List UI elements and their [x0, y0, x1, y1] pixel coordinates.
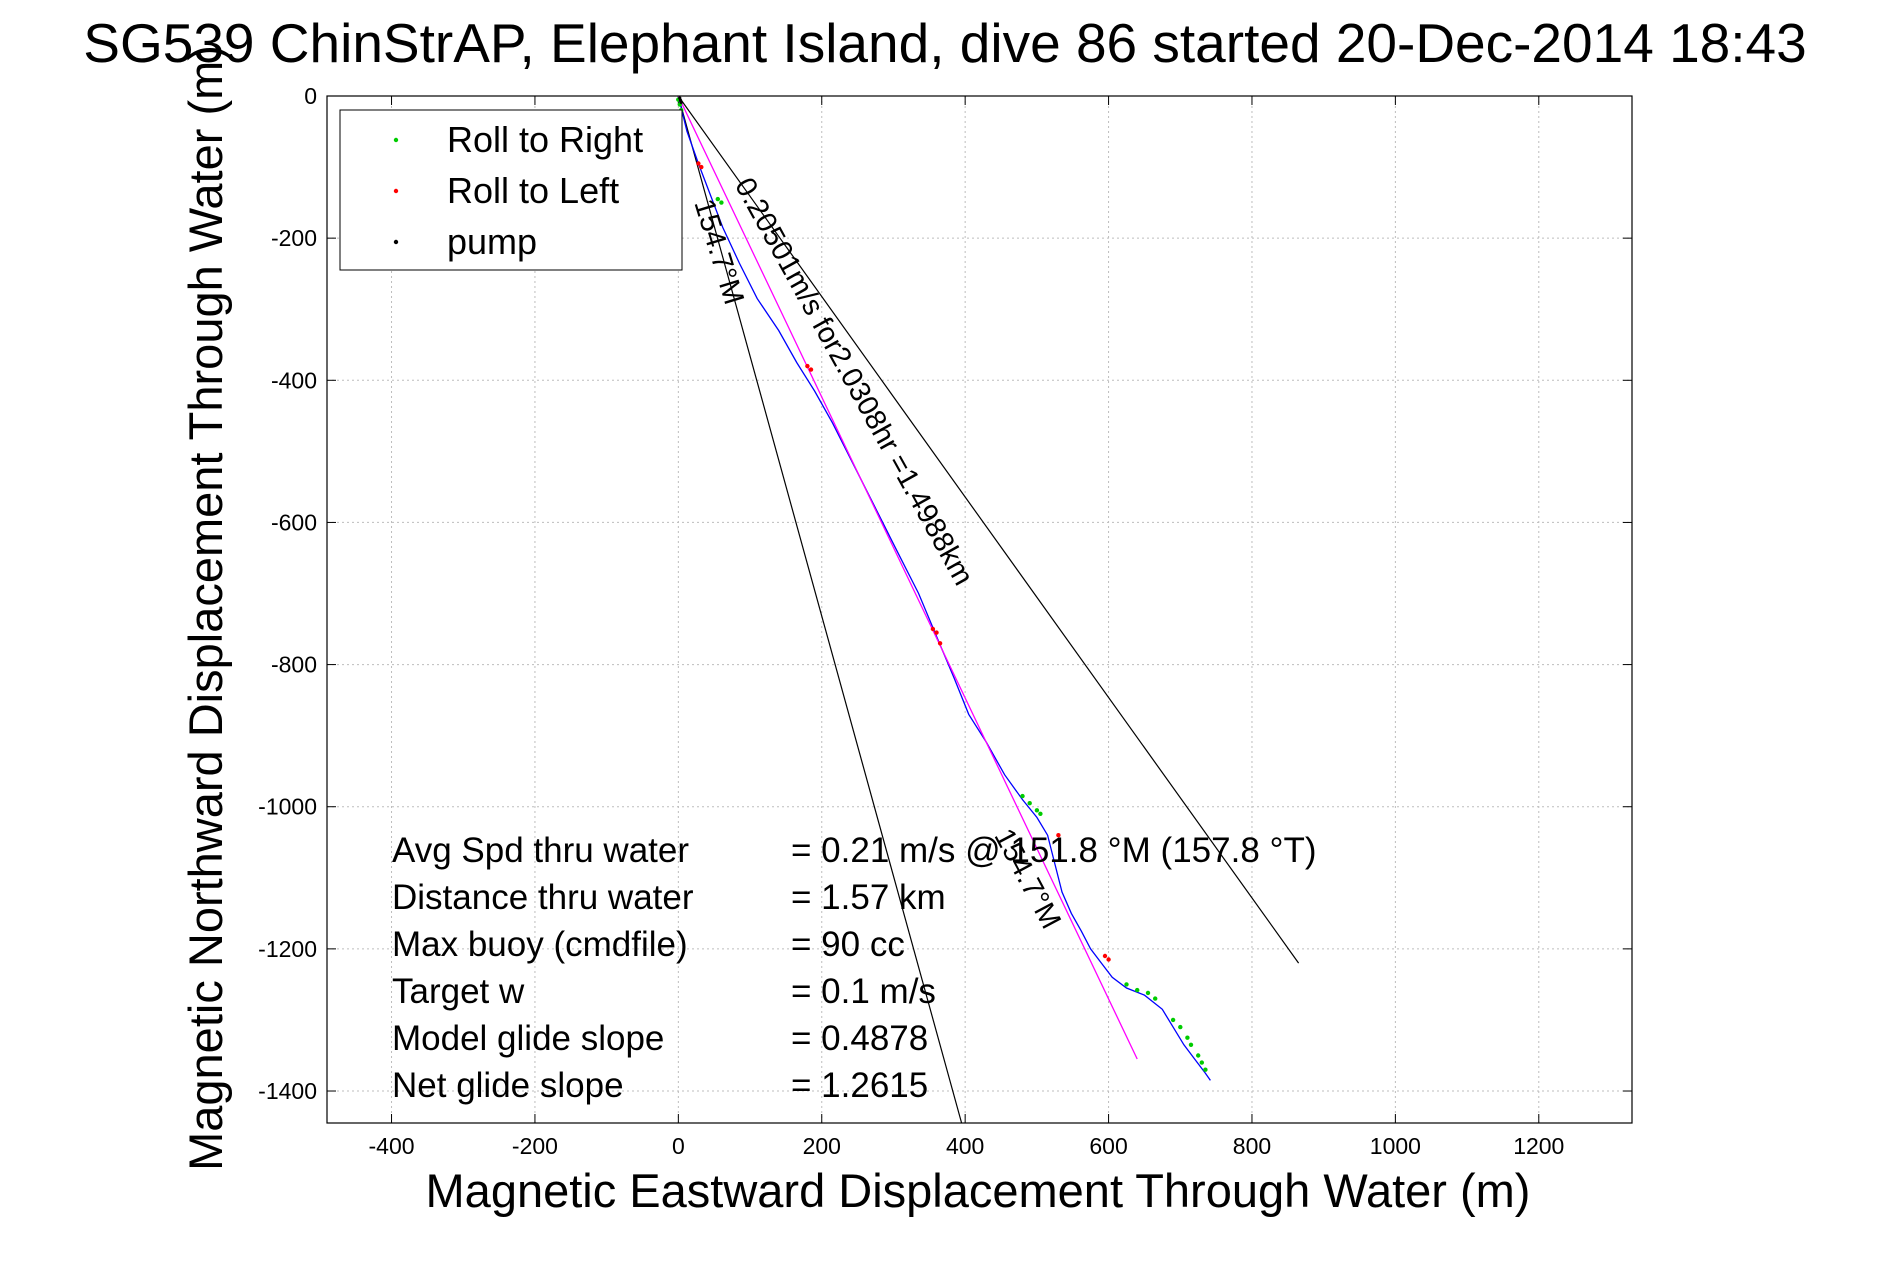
plot-frame	[326, 95, 1633, 1124]
legend-label: Roll to Left	[447, 170, 619, 211]
x-tick-label: 800	[1233, 1133, 1271, 1159]
y-tick-label: -600	[271, 509, 317, 535]
roll-right-point	[1038, 811, 1043, 816]
y-tick-label: 0	[304, 83, 317, 109]
y-tick-label: -1400	[258, 1078, 317, 1104]
stats-value: = 1.2615	[791, 1066, 928, 1105]
roll-left-point	[699, 164, 704, 170]
roll-right-point	[1170, 1017, 1176, 1023]
roll-right-point	[1020, 793, 1025, 799]
x-tick-label: -400	[369, 1133, 415, 1159]
stats-label: Target w	[392, 972, 525, 1011]
series-line	[677, 95, 1211, 1081]
pump-point	[679, 100, 683, 104]
stats-value: = 90 cc	[791, 925, 905, 964]
roll-right-point	[1034, 808, 1040, 813]
roll-left-point	[934, 630, 939, 635]
legend: Roll to Right Roll to Left pump	[339, 109, 683, 271]
legend-marker	[393, 239, 399, 245]
reference-line	[677, 95, 963, 1124]
legend-label: Roll to Right	[447, 119, 643, 160]
roll-left-point	[805, 363, 810, 369]
roll-right-point	[1203, 1067, 1208, 1072]
roll-right-point	[1199, 1060, 1205, 1065]
roll-left-point	[1102, 953, 1108, 959]
roll-right-point	[1124, 982, 1129, 987]
tick-labels: -400 -200 0 200 400 600 800 1000 1200 0 -200 -400 -6…	[258, 83, 1564, 1159]
stats-box: Avg Spd thru water = 0.21 m/s @ 151.8 °M …	[392, 831, 1317, 1105]
x-axis-label: Magnetic Eastward Displacement Through W…	[426, 1164, 1531, 1217]
x-tick-label: 600	[1089, 1133, 1127, 1159]
y-tick-label: -1000	[258, 794, 317, 820]
x-tick-label: 200	[803, 1133, 841, 1159]
y-tick-label: -1200	[258, 936, 317, 962]
x-tick-label: 1000	[1370, 1133, 1421, 1159]
roll-right-point	[719, 200, 724, 205]
y-tick-label: -200	[271, 225, 317, 251]
roll-left-point	[930, 626, 936, 632]
roll-right-point	[1135, 987, 1140, 993]
y-tick-label: -400	[271, 367, 317, 393]
stats-label: Model glide slope	[392, 1019, 664, 1058]
legend-marker	[393, 188, 399, 194]
stats-value: = 1.57 km	[791, 878, 946, 917]
roll-right-point	[1185, 1035, 1190, 1040]
x-tick-label: 0	[672, 1133, 685, 1159]
stats-label: Distance thru water	[392, 878, 694, 917]
x-tick-label: 1200	[1513, 1133, 1564, 1159]
stats-value: = 0.4878	[791, 1019, 928, 1058]
roll-right-point	[1027, 801, 1032, 806]
stats-label: Max buoy (cmdfile)	[392, 925, 688, 964]
roll-left-point	[808, 367, 814, 372]
y-tick-label: -800	[271, 652, 317, 678]
roll-right-point	[1188, 1042, 1194, 1048]
stats-value: = 0.1 m/s	[791, 972, 936, 1011]
stats-value: = 0.21 m/s @ 151.8 °M (157.8 °T)	[791, 831, 1317, 870]
roll-right-point	[1196, 1053, 1201, 1058]
roll-right-point	[1153, 996, 1158, 1001]
stats-label: Net glide slope	[392, 1066, 624, 1105]
series-layer	[677, 95, 1211, 1081]
series-line	[677, 95, 1138, 1060]
roll-right-point	[715, 196, 720, 202]
roll-left-point	[1056, 833, 1061, 838]
roll-left-point	[696, 161, 701, 166]
x-tick-label: 400	[946, 1133, 984, 1159]
x-tick-label: -200	[512, 1133, 558, 1159]
y-axis-label: Magnetic Northward Displacement Through …	[179, 45, 232, 1171]
chart-title: SG539 ChinStrAP, Elephant Island, dive 8…	[83, 12, 1806, 74]
stats-label: Avg Spd thru water	[392, 831, 689, 870]
reference-line	[677, 95, 1300, 964]
legend-label: pump	[447, 221, 537, 262]
points-layer	[676, 96, 1208, 1072]
roll-right-point	[1178, 1024, 1183, 1030]
roll-left-point	[937, 641, 943, 646]
roll-left-point	[1106, 957, 1111, 962]
reference-lines	[677, 95, 1300, 1124]
legend-marker	[393, 137, 399, 143]
roll-right-point	[1145, 990, 1151, 996]
